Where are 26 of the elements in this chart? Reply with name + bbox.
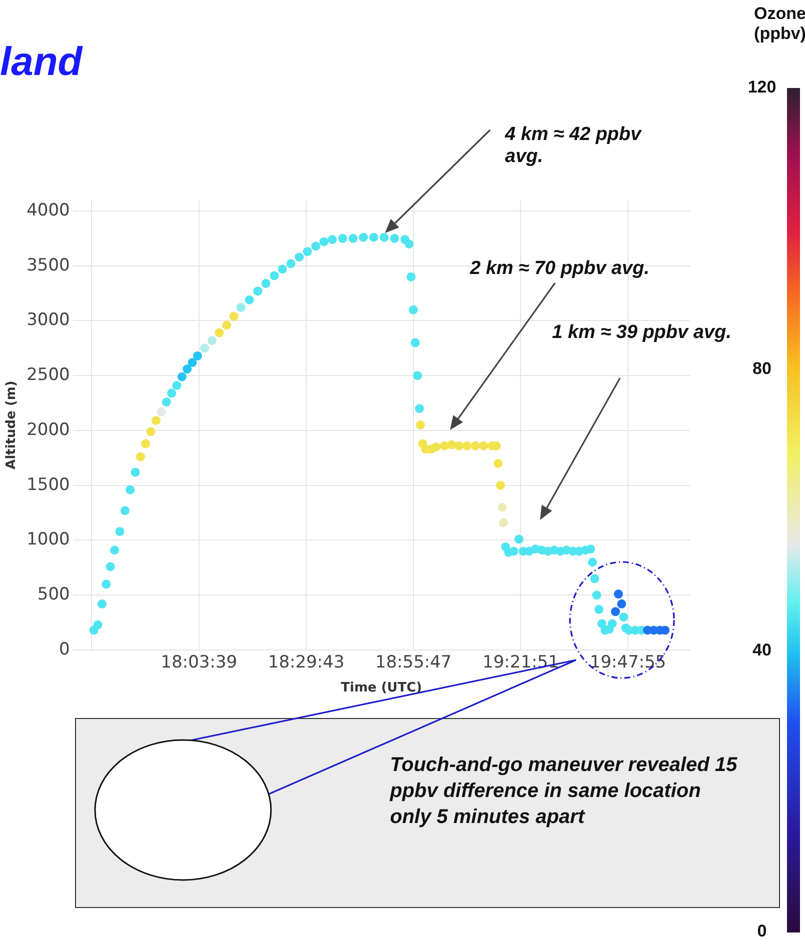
y-tick-label: 1500	[26, 474, 70, 495]
chart-title: land	[0, 40, 82, 85]
x-axis-title: Time (UTC)	[340, 680, 422, 696]
y-tick-label: 3500	[26, 255, 70, 276]
text: Touch-and-go maneuver revealed 15 ppbv difference in same location only 5 minutes apart	[390, 753, 738, 830]
y-tick-label: 4000	[26, 200, 70, 220]
text: 4 km ≈ 42 ppbv avg.	[505, 124, 643, 168]
y-tick-label: 0	[59, 639, 70, 660]
y-tick-label: 2000	[26, 420, 70, 440]
y-tick-label: 500	[37, 584, 70, 605]
y-tick-label: 1000	[26, 530, 70, 550]
y-tick-label: 3000	[26, 310, 70, 330]
annotation: 1 km ≈ 39 ppbv avg.	[552, 322, 732, 344]
color-bar-label: 0	[757, 922, 767, 941]
color-bar-label: 120	[748, 78, 776, 97]
x-tick-label: 18:29:43	[268, 652, 344, 673]
color-bar-label: 40	[752, 640, 772, 660]
y-tick-label: 2500	[26, 365, 70, 386]
color-bar-title: Ozone (ppbv)	[753, 4, 805, 44]
y-axis-title: Altitude (m)	[4, 380, 20, 470]
x-tick-label: 19:21:51	[482, 652, 559, 673]
color-bar-label: 80	[752, 359, 772, 378]
x-tick-label: 19:47:55	[590, 652, 666, 673]
annotation: 2 km ≈ 70 ppbv avg.	[470, 258, 650, 280]
x-tick-label: 18:55:47	[375, 652, 452, 673]
x-tick-label: 18:03:39	[160, 652, 238, 673]
